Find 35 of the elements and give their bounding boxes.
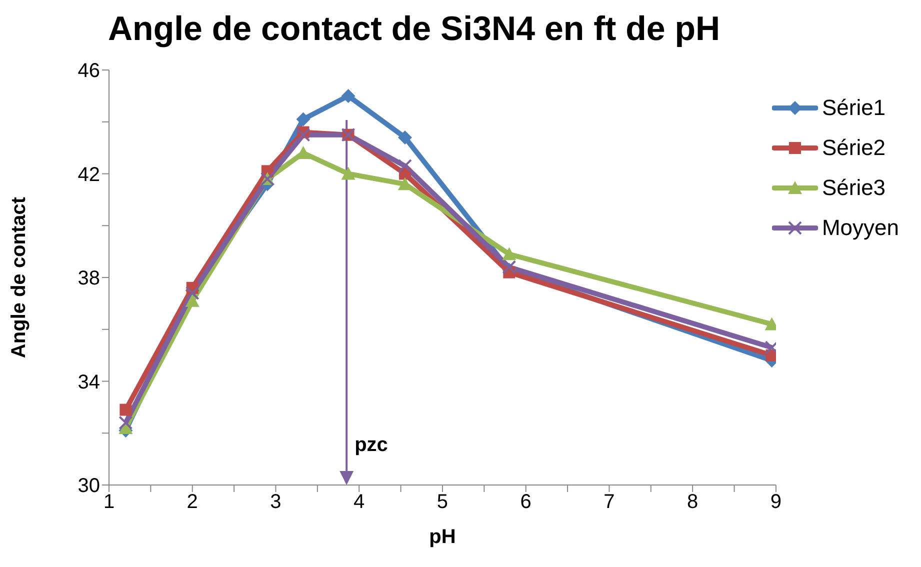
y-tick-label: 46 [78,60,100,82]
chart-title: Angle de contact de Si3N4 en ft de pH [108,10,720,49]
y-tick-label: 30 [78,475,100,498]
y-tick-label: 38 [78,268,100,290]
legend-label: Série2 [822,134,886,162]
point [185,294,200,307]
point [341,88,356,103]
y-tick-label: 42 [78,164,100,186]
x-axis-title: pH [429,526,456,548]
x-tick-label: 1 [103,491,115,514]
legend-label: Moyyen [822,214,899,242]
x-tick-label: 5 [436,491,448,514]
x-tick-label: 6 [520,491,532,514]
ref-line-label: pzc [354,434,388,456]
legend-label: Série3 [822,174,886,202]
point [398,177,412,190]
x-tick-label: 3 [270,491,282,514]
point [502,260,516,274]
y-tick-label: 34 [78,371,100,394]
point [185,286,200,300]
point [502,247,516,260]
point [296,112,310,126]
point [120,404,132,416]
x-tick-label: 8 [687,491,698,514]
x-tick-label: 7 [604,491,615,514]
point [118,416,133,430]
x-tick-label: 2 [186,491,198,514]
point [341,166,356,180]
point [398,158,412,173]
y-axis-title: Angle de contact [8,196,30,358]
x-tick-label: 9 [770,491,782,514]
x-tick-label: 4 [354,491,365,514]
point [398,130,412,144]
point [296,128,310,142]
legend-label: Série1 [822,94,886,122]
